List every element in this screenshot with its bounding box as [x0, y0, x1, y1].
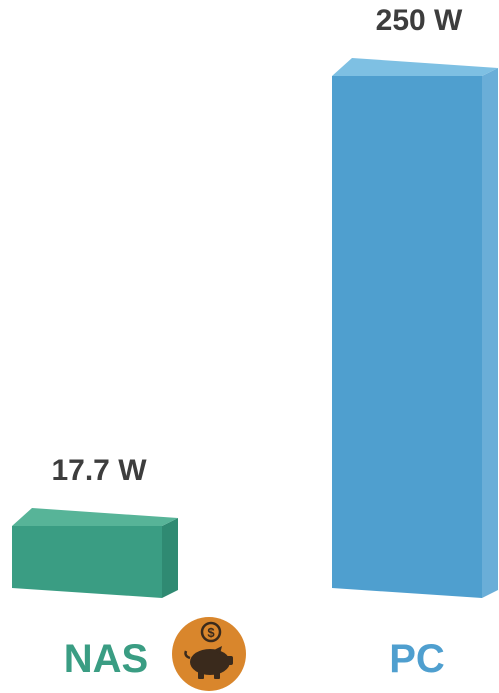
data-label-nas: 17.7 W — [51, 454, 147, 487]
bar-nas-front — [12, 526, 162, 598]
bar-group-nas — [12, 508, 178, 598]
bar-nas-top — [12, 508, 178, 526]
category-label-nas: NAS — [64, 637, 148, 681]
svg-text:$: $ — [207, 625, 215, 640]
bar-pc-side — [482, 68, 498, 598]
bar-pc-front — [332, 76, 482, 598]
bar-group-pc — [332, 58, 498, 598]
data-label-pc: 250 W — [376, 4, 463, 37]
category-label-pc: PC — [389, 637, 445, 681]
bar-pc-top — [332, 58, 498, 76]
bar-nas-side — [162, 518, 178, 598]
piggy-bank-coin-icon: $ — [172, 617, 246, 691]
